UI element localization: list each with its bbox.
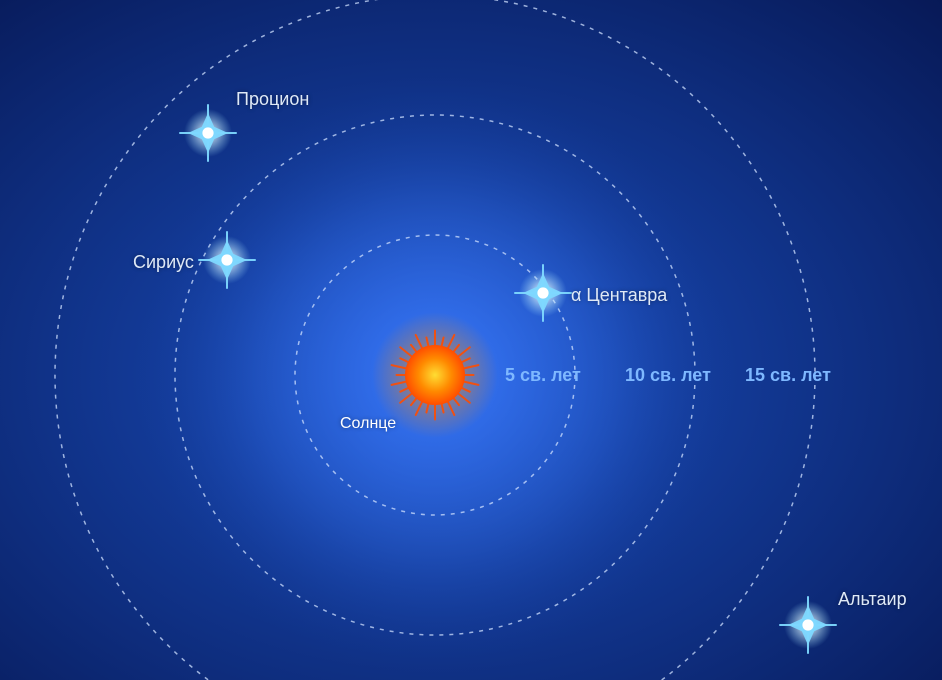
ring-label: 5 св. лет (505, 365, 581, 386)
diagram-canvas (0, 0, 942, 680)
star-label: α Центавра (571, 285, 667, 306)
star-label: Процион (236, 89, 309, 110)
star-distance-diagram: Солнце 5 св. лет 10 св. лет 15 св. лет Проци… (0, 0, 942, 680)
star-label: Альтаир (838, 589, 907, 610)
ring-label: 10 св. лет (625, 365, 711, 386)
ring-label: 15 св. лет (745, 365, 831, 386)
star-label: Сириус (133, 252, 194, 273)
sun-label: Солнце (340, 415, 396, 433)
